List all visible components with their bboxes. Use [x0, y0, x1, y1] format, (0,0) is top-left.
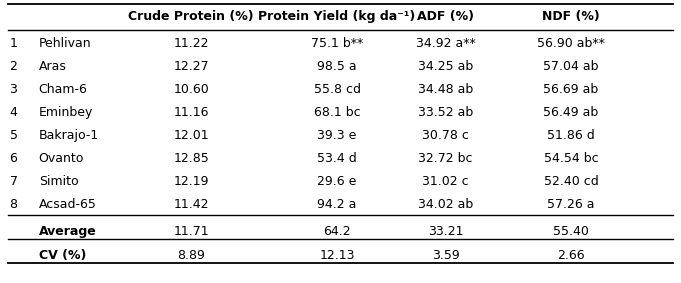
Text: 32.72 bc: 32.72 bc [418, 152, 473, 165]
Text: Average: Average [39, 225, 97, 238]
Text: 34.25 ab: 34.25 ab [418, 60, 473, 73]
Text: NDF (%): NDF (%) [542, 10, 600, 23]
Text: Cham-6: Cham-6 [39, 83, 88, 96]
Text: 54.54 bc: 54.54 bc [544, 152, 599, 165]
Text: Simito: Simito [39, 175, 78, 188]
Text: 12.01: 12.01 [174, 129, 209, 142]
Text: 5: 5 [10, 129, 18, 142]
Text: 11.71: 11.71 [174, 225, 209, 238]
Text: 55.8 cd: 55.8 cd [314, 83, 361, 96]
Text: 10.60: 10.60 [174, 83, 209, 96]
Text: ADF (%): ADF (%) [417, 10, 474, 23]
Text: 12.13: 12.13 [319, 249, 355, 262]
Text: 64.2: 64.2 [323, 225, 351, 238]
Text: 4: 4 [10, 106, 18, 119]
Text: 56.69 ab: 56.69 ab [543, 83, 599, 96]
Text: 57.26 a: 57.26 a [548, 198, 595, 211]
Text: 2.66: 2.66 [557, 249, 585, 262]
Text: 34.92 a**: 34.92 a** [415, 37, 475, 50]
Text: Eminbey: Eminbey [39, 106, 93, 119]
Text: 31.02 c: 31.02 c [422, 175, 469, 188]
Text: Aras: Aras [39, 60, 67, 73]
Text: 7: 7 [10, 175, 18, 188]
Text: 33.21: 33.21 [428, 225, 463, 238]
Text: 75.1 b**: 75.1 b** [311, 37, 363, 50]
Text: 33.52 ab: 33.52 ab [418, 106, 473, 119]
Text: 68.1 bc: 68.1 bc [314, 106, 360, 119]
Text: 30.78 c: 30.78 c [422, 129, 469, 142]
Text: 8: 8 [10, 198, 18, 211]
Text: 51.86 d: 51.86 d [548, 129, 595, 142]
Text: Pehlivan: Pehlivan [39, 37, 91, 50]
Text: 11.16: 11.16 [174, 106, 209, 119]
Text: 11.22: 11.22 [174, 37, 209, 50]
Text: 55.40: 55.40 [553, 225, 589, 238]
Text: Acsad-65: Acsad-65 [39, 198, 97, 211]
Text: 34.02 ab: 34.02 ab [418, 198, 473, 211]
Text: 34.48 ab: 34.48 ab [418, 83, 473, 96]
Text: Bakrajo-1: Bakrajo-1 [39, 129, 99, 142]
Text: 2: 2 [10, 60, 18, 73]
Text: Crude Protein (%): Crude Protein (%) [129, 10, 254, 23]
Text: 3.59: 3.59 [432, 249, 460, 262]
Text: 94.2 a: 94.2 a [317, 198, 357, 211]
Text: 6: 6 [10, 152, 18, 165]
Text: 12.85: 12.85 [174, 152, 209, 165]
Text: 29.6 e: 29.6 e [317, 175, 357, 188]
Text: Ovanto: Ovanto [39, 152, 84, 165]
Text: 12.27: 12.27 [174, 60, 209, 73]
Text: 11.42: 11.42 [174, 198, 209, 211]
Text: 56.90 ab**: 56.90 ab** [537, 37, 605, 50]
Text: CV (%): CV (%) [39, 249, 86, 262]
Text: 57.04 ab: 57.04 ab [543, 60, 599, 73]
Text: 39.3 e: 39.3 e [317, 129, 357, 142]
Text: 98.5 a: 98.5 a [317, 60, 357, 73]
Text: 8.89: 8.89 [177, 249, 205, 262]
Text: Protein Yield (kg da⁻¹): Protein Yield (kg da⁻¹) [259, 10, 415, 23]
Text: 56.49 ab: 56.49 ab [543, 106, 599, 119]
Text: 12.19: 12.19 [174, 175, 209, 188]
Text: 1: 1 [10, 37, 18, 50]
Text: 52.40 cd: 52.40 cd [543, 175, 599, 188]
Text: 3: 3 [10, 83, 18, 96]
Text: 53.4 d: 53.4 d [317, 152, 357, 165]
